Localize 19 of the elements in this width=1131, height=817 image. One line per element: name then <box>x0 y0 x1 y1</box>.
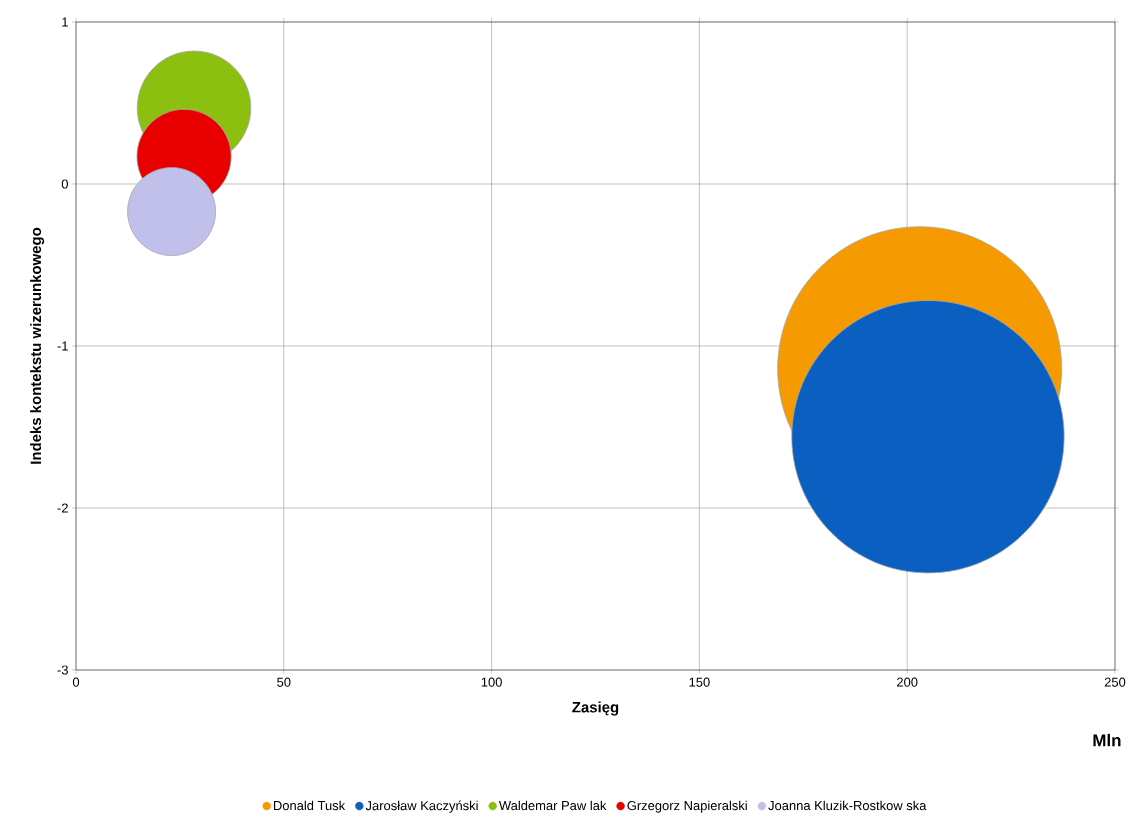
y-tick-label: -1 <box>57 341 68 351</box>
x-tick-label: 0 <box>72 677 80 687</box>
x-tick-label: 50 <box>277 677 291 687</box>
y-tick-label: 0 <box>61 179 68 189</box>
legend-label: Waldemar Paw lak <box>498 800 607 811</box>
legend-label: Joanna Kluzik-Rostkow ska <box>768 800 927 811</box>
y-tick-label: -3 <box>57 665 68 675</box>
x-axis-title: Zasięg <box>572 701 619 716</box>
y-tick-label: 1 <box>62 17 68 27</box>
legend-label: Jarosław Kaczyński <box>365 800 478 813</box>
x-tick-label: 200 <box>897 677 918 687</box>
y-tick-label: -2 <box>57 503 68 513</box>
x-tick-label: 100 <box>481 677 502 687</box>
legend-label: Donald Tusk <box>273 800 346 811</box>
y-axis-title: Indeks kontekstu wizerunkowego <box>30 227 45 464</box>
legend-label: Grzegorz Napieralski <box>627 800 747 813</box>
text: Mln <box>1093 733 1121 747</box>
x-tick-label: 250 <box>1104 677 1126 687</box>
x-tick-label: 150 <box>689 677 710 687</box>
